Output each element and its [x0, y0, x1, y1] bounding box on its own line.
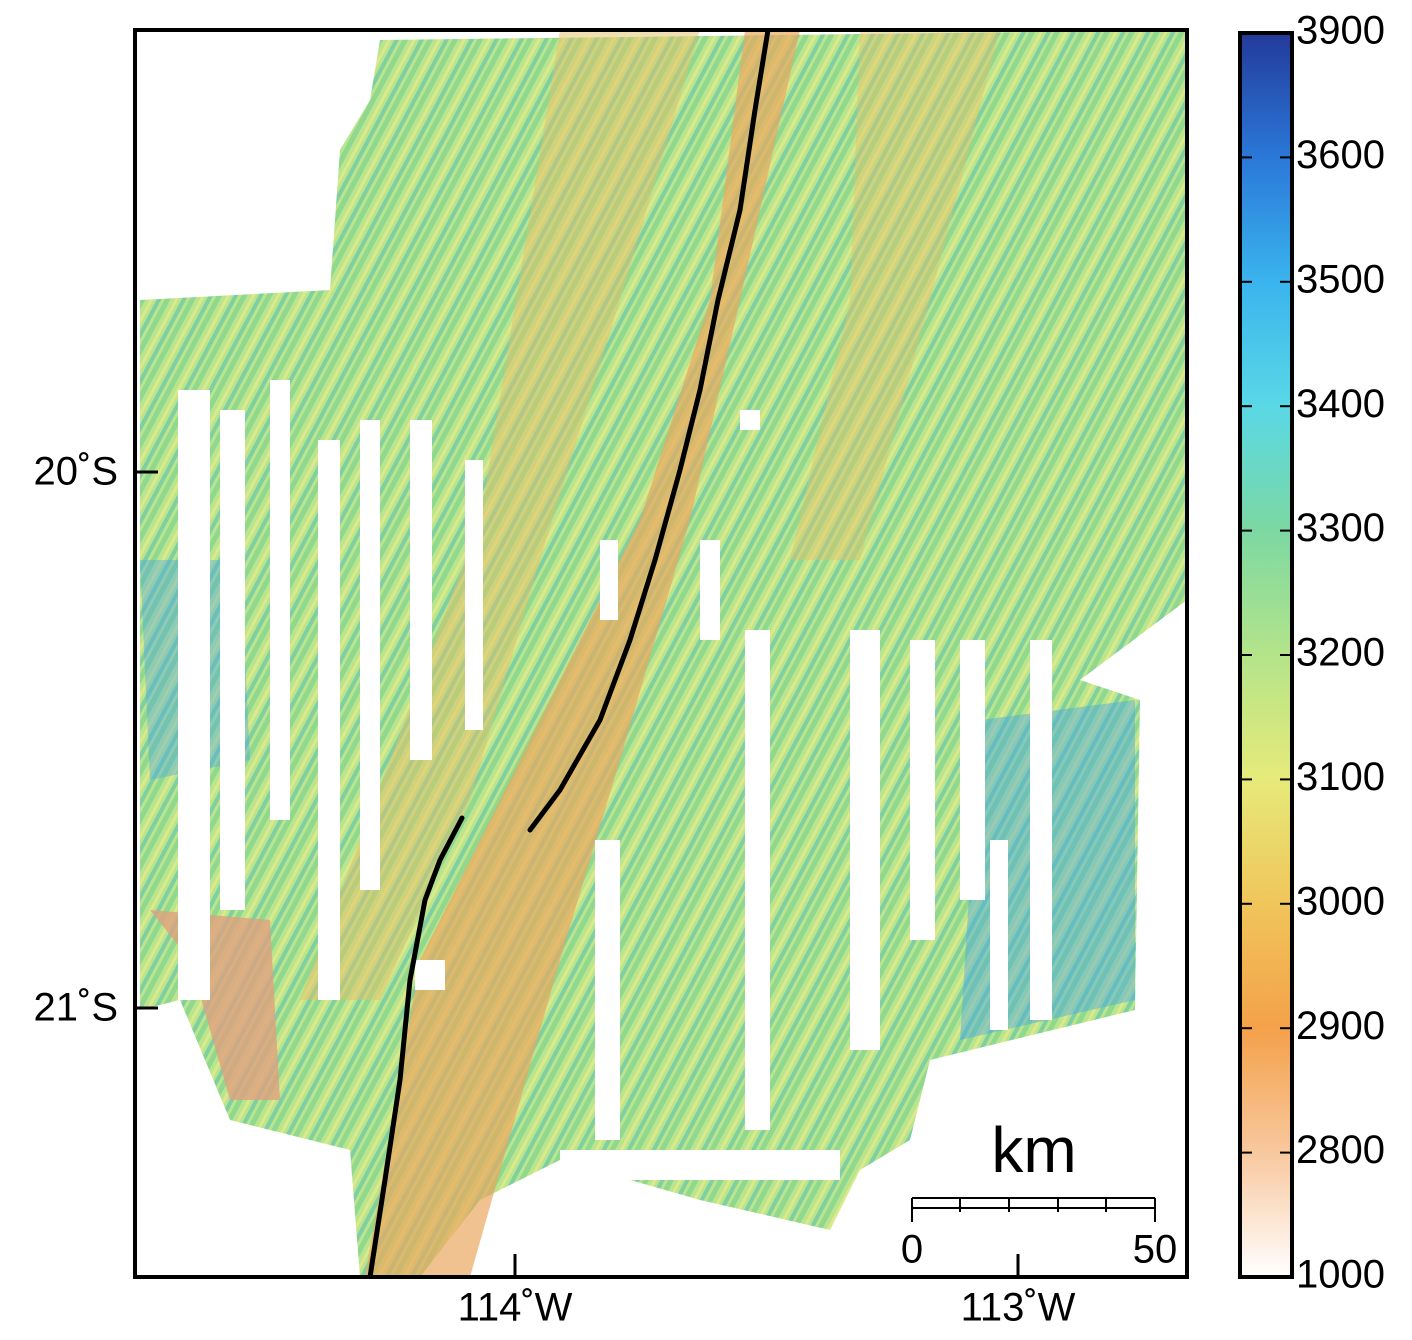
lon-label: 114˚W [458, 1286, 573, 1330]
colorbar-label: 3600 [1296, 133, 1385, 177]
scale-unit: km [991, 1114, 1076, 1186]
map-area [140, 30, 1187, 1277]
colorbar-ticks: 3900 3600 3500 3400 3300 3200 3100 3000 2900 2800… [1240, 9, 1385, 1297]
colorbar-label: 3000 [1296, 879, 1385, 923]
colorbar-label: 2800 [1296, 1128, 1385, 1172]
lat-label: 21˚S [34, 986, 119, 1030]
data-gaps [178, 380, 1052, 1180]
survey-coverage [140, 30, 1187, 1277]
shallow-patch [150, 910, 280, 1100]
scale-label: 0 [901, 1228, 923, 1272]
ridge-axis [367, 30, 771, 1277]
lat-label: 20˚S [34, 450, 119, 494]
scale-bar [911, 1197, 1156, 1222]
colorbar-label: 3300 [1296, 506, 1385, 550]
colorbar-label: 3200 [1296, 631, 1385, 675]
colorbar-label: 3900 [1296, 9, 1385, 53]
ridge-flank [790, 30, 1000, 560]
map-frame [133, 28, 1189, 1279]
colorbar-label: 3100 [1296, 755, 1385, 799]
colorbar-label: 1000 [1296, 1253, 1385, 1297]
colorbar-label: 3400 [1296, 382, 1385, 426]
colorbar-label: 3500 [1296, 257, 1385, 301]
lon-label: 113˚W [961, 1286, 1076, 1330]
colorbar-label: 2900 [1296, 1004, 1385, 1048]
ridge-crest [365, 30, 800, 1277]
ridge-flank [300, 30, 700, 1000]
scale-label: 50 [1133, 1228, 1178, 1272]
